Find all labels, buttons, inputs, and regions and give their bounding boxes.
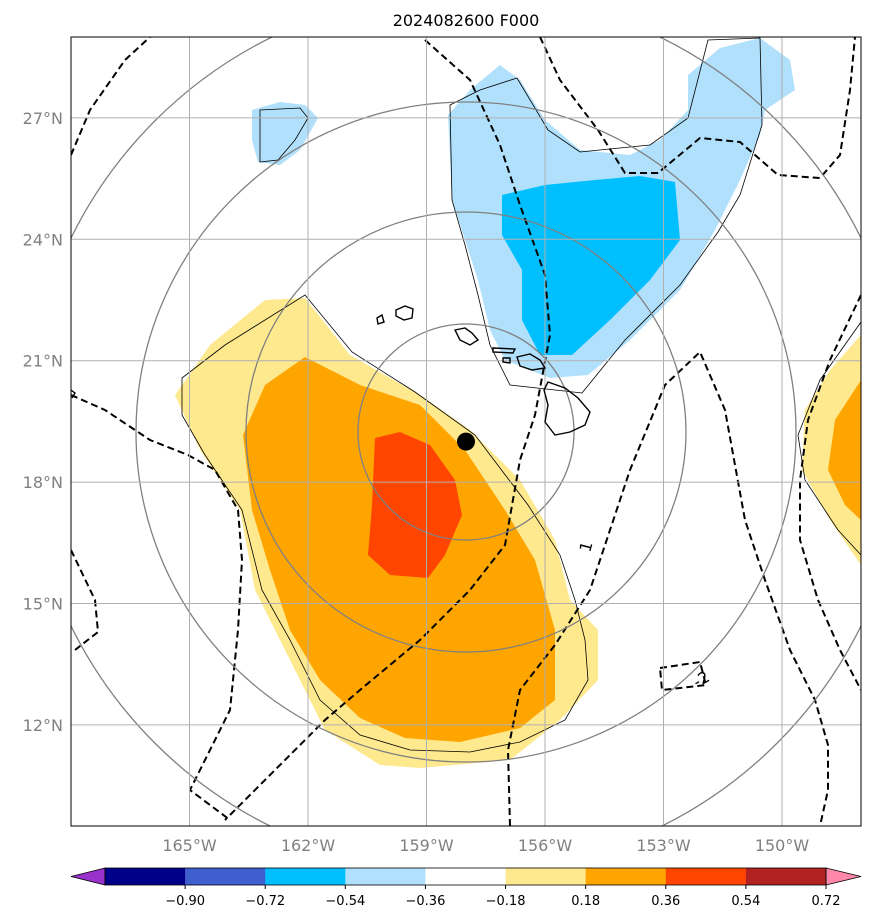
positive-mid-region-east	[828, 380, 861, 520]
dashed-contour-main	[224, 39, 552, 821]
island-kauai	[395, 305, 414, 321]
lon-tick-label: 162°W	[281, 836, 336, 855]
negative-thin-contour	[449, 37, 763, 394]
dashed-contour-southwest	[71, 549, 100, 651]
dashed-contour-southeast	[506, 350, 829, 826]
lon-tick-label: 165°W	[162, 836, 217, 855]
island-hawaii	[543, 381, 591, 436]
colorbar-tick-label: −0.72	[245, 894, 285, 909]
colorbar-extend-high	[825, 867, 862, 886]
negative-mid-region	[502, 176, 680, 355]
lon-tick-label: 156°W	[518, 836, 573, 855]
coastlines	[71, 305, 591, 436]
colorbar-segment	[105, 868, 186, 885]
colorbar-tick-label: 0.54	[731, 894, 760, 909]
colorbar-segment	[585, 868, 667, 885]
range-rings	[71, 37, 861, 826]
lon-tick-label: 150°W	[755, 836, 810, 855]
lat-tick-label: 21°N	[23, 352, 63, 371]
positive-strong-region	[368, 432, 462, 578]
contour-label-1: 1	[576, 539, 597, 554]
range-ring-1	[357, 323, 575, 541]
map-panel: 1 -2	[71, 37, 861, 826]
island-molokai	[492, 347, 517, 354]
coast-edge-west	[71, 389, 76, 399]
colorbar-segment	[425, 868, 507, 885]
colorbar-tick-label: −0.18	[486, 894, 526, 909]
colorbar-tick-label: −0.36	[406, 894, 446, 909]
dashed-contour-northwest-b	[71, 394, 244, 821]
map-frame	[70, 36, 862, 827]
colorbar-tick-label: 0.18	[571, 894, 600, 909]
lon-tick-label: 153°W	[636, 836, 691, 855]
range-ring-2	[245, 211, 687, 653]
island-maui	[516, 353, 547, 371]
positive-thin-contour	[181, 294, 589, 753]
axis-tick-labels: 165°W 162°W 159°W 156°W 153°W 150°W 12°N 15°N 18…	[23, 109, 810, 855]
colorbar-tick-label: 0.36	[651, 894, 680, 909]
island-lanai	[502, 357, 511, 364]
lat-tick-label: 24°N	[23, 230, 63, 249]
island-niihau	[376, 313, 385, 325]
colorbar-tick-label: −0.54	[325, 894, 365, 909]
range-ring-3	[135, 101, 797, 763]
colorbar-tick-label: 0.72	[812, 894, 841, 909]
colorbar-segment	[265, 868, 346, 885]
lat-tick-label: 15°N	[23, 594, 63, 613]
negative-thin-contour-west	[259, 107, 309, 163]
colorbar-segment	[665, 868, 747, 885]
dashed-contours	[71, 37, 861, 826]
colorbar-segment	[185, 868, 266, 885]
colorbar-segment	[345, 868, 426, 885]
graticule	[71, 37, 861, 826]
colorbar-extend-low	[70, 867, 106, 886]
lat-tick-label: 12°N	[23, 716, 63, 735]
dashed-contour-east	[799, 294, 861, 691]
dashed-contour-upper-right	[539, 37, 856, 180]
dashed-contour-northwest-a	[71, 37, 151, 156]
colorbar-segment	[505, 868, 587, 885]
island-oahu	[453, 327, 480, 346]
colorbar-tick-label: −0.90	[165, 894, 205, 909]
dashed-contour-small-low	[658, 660, 708, 692]
colorbar-frame	[104, 867, 827, 886]
colorbar: −0.90 −0.72 −0.54 −0.36 −0.18 0.18 0.36 0.54 0.7…	[70, 867, 862, 909]
figure-title: 2024082600 F000	[393, 11, 540, 30]
lon-tick-label: 159°W	[399, 836, 454, 855]
positive-anomaly-shading	[175, 298, 861, 768]
colorbar-segment	[745, 868, 827, 885]
lat-tick-label: 18°N	[23, 473, 63, 492]
lat-tick-label: 27°N	[23, 109, 63, 128]
storm-center-marker	[457, 432, 475, 451]
